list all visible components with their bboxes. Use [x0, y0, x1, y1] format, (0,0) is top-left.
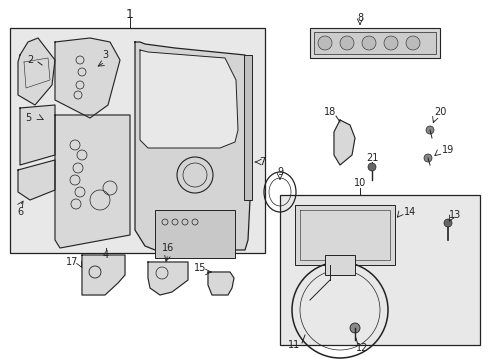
Circle shape [349, 323, 359, 333]
Text: 17: 17 [66, 257, 78, 267]
Text: 3: 3 [102, 50, 108, 60]
Bar [280, 195, 479, 345]
Circle shape [367, 163, 375, 171]
Polygon shape [135, 42, 249, 250]
Text: 9: 9 [276, 167, 283, 177]
Polygon shape [55, 38, 120, 118]
Text: 15: 15 [193, 263, 206, 273]
Text: 10: 10 [353, 178, 366, 188]
Circle shape [339, 36, 353, 50]
Polygon shape [55, 115, 130, 248]
Circle shape [383, 36, 397, 50]
Text: 1: 1 [126, 8, 134, 21]
Polygon shape [207, 272, 234, 295]
Text: 8: 8 [356, 13, 362, 23]
Polygon shape [82, 255, 125, 295]
Bar [325, 255, 354, 275]
Polygon shape [140, 50, 238, 148]
Polygon shape [18, 160, 55, 200]
Circle shape [443, 219, 451, 227]
Text: 14: 14 [403, 207, 415, 217]
Text: 16: 16 [162, 243, 174, 253]
Polygon shape [20, 105, 55, 165]
Bar [294, 205, 394, 265]
Text: 4: 4 [103, 250, 109, 260]
Circle shape [317, 36, 331, 50]
Bar [155, 210, 235, 258]
Text: 11: 11 [287, 340, 300, 350]
Circle shape [425, 126, 433, 134]
Polygon shape [148, 262, 187, 295]
Text: 18: 18 [323, 107, 335, 117]
Bar [10, 28, 264, 253]
Circle shape [361, 36, 375, 50]
Text: 21: 21 [365, 153, 377, 163]
Circle shape [405, 36, 419, 50]
Text: 13: 13 [448, 210, 460, 220]
Text: 7: 7 [258, 157, 264, 167]
Polygon shape [18, 38, 55, 105]
Text: 5: 5 [25, 113, 31, 123]
Text: 6: 6 [17, 207, 23, 217]
Circle shape [423, 154, 431, 162]
Bar [309, 28, 439, 58]
Bar [313, 32, 435, 54]
Bar [244, 55, 251, 200]
Polygon shape [333, 120, 354, 165]
Text: 2: 2 [27, 55, 33, 65]
Text: 12: 12 [355, 343, 367, 353]
Text: 19: 19 [441, 145, 453, 155]
Text: 20: 20 [433, 107, 445, 117]
